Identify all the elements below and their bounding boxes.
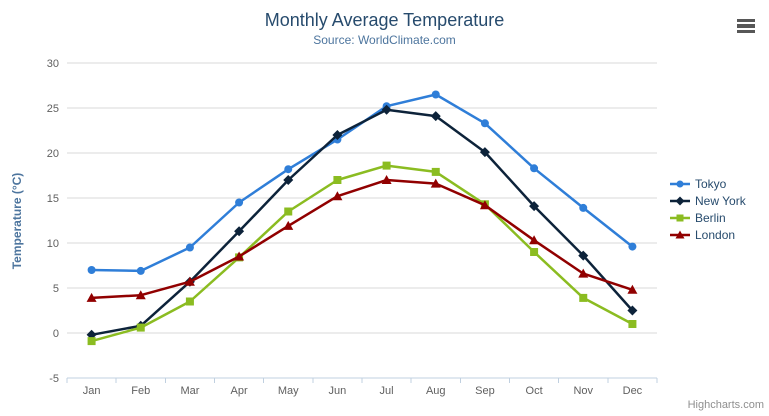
data-point-new-york[interactable] xyxy=(627,305,638,316)
legend-item-tokyo[interactable]: Tokyo xyxy=(670,178,746,190)
data-point-london[interactable] xyxy=(234,251,245,261)
data-point-berlin[interactable] xyxy=(579,293,588,302)
context-menu-button[interactable] xyxy=(734,16,758,36)
legend-marker-symbol[interactable] xyxy=(675,196,685,206)
data-point-london[interactable] xyxy=(430,178,441,188)
data-point-berlin[interactable] xyxy=(284,207,293,216)
legend-marker-symbol[interactable] xyxy=(676,214,684,222)
data-point-berlin[interactable] xyxy=(136,323,145,332)
data-point-london[interactable] xyxy=(332,191,343,201)
data-point-tokyo[interactable] xyxy=(284,165,293,174)
data-point-london[interactable] xyxy=(479,200,490,210)
legend-label: Tokyo xyxy=(695,177,727,191)
x-axis-tick-label: Aug xyxy=(426,385,446,397)
data-point-new-york[interactable] xyxy=(479,147,490,158)
y-axis-tick-label: 0 xyxy=(53,328,59,340)
data-point-tokyo[interactable] xyxy=(480,119,489,128)
legend-marker-square-icon xyxy=(670,214,690,222)
x-axis-tick-label: Dec xyxy=(623,385,643,397)
y-axis-tick-label: 30 xyxy=(47,58,59,70)
data-point-london[interactable] xyxy=(184,276,195,286)
series-line-berlin[interactable] xyxy=(90,164,634,343)
data-point-berlin[interactable] xyxy=(530,248,539,256)
hamburger-icon xyxy=(737,24,755,28)
hamburger-icon xyxy=(737,29,755,34)
y-axis-tick-label: 20 xyxy=(47,148,59,160)
data-point-new-york[interactable] xyxy=(430,111,441,122)
data-point-london[interactable] xyxy=(529,235,540,245)
series-line-london[interactable] xyxy=(90,178,634,300)
x-axis-tick-label: Jun xyxy=(329,385,347,397)
data-point-london[interactable] xyxy=(627,284,638,294)
data-point-berlin[interactable] xyxy=(431,167,440,176)
data-point-tokyo[interactable] xyxy=(185,243,194,252)
x-axis-tick-label: Feb xyxy=(131,385,150,397)
legend-marker-diamond-icon xyxy=(670,196,690,206)
data-point-new-york[interactable] xyxy=(529,201,540,212)
x-axis-tick-label: Oct xyxy=(526,385,543,397)
data-point-berlin[interactable] xyxy=(87,337,96,346)
data-point-tokyo[interactable] xyxy=(628,242,637,251)
data-point-london[interactable] xyxy=(283,220,294,230)
data-point-tokyo[interactable] xyxy=(136,266,145,275)
hamburger-icon xyxy=(737,18,755,23)
x-axis-tick-label: Mar xyxy=(180,385,199,397)
highcharts-credit-link[interactable]: Highcharts.com xyxy=(687,399,764,411)
y-axis-tick-label: 15 xyxy=(47,193,59,205)
data-point-new-york[interactable] xyxy=(578,250,589,261)
data-point-tokyo[interactable] xyxy=(87,266,96,274)
data-point-berlin[interactable] xyxy=(333,176,342,184)
series-line-tokyo[interactable] xyxy=(90,93,634,273)
data-point-new-york[interactable] xyxy=(381,104,392,115)
y-axis-tick-label: -5 xyxy=(49,373,59,385)
legend-item-new-york[interactable]: New York xyxy=(670,195,746,207)
data-point-tokyo[interactable] xyxy=(235,198,244,207)
chart-subtitle: Source: WorldClimate.com xyxy=(313,33,456,47)
data-point-london[interactable] xyxy=(135,290,146,300)
data-point-berlin[interactable] xyxy=(628,320,637,328)
legend-marker-symbol[interactable] xyxy=(675,230,685,239)
data-point-london[interactable] xyxy=(86,292,97,302)
legend-marker-circle-icon xyxy=(670,180,690,188)
data-point-berlin[interactable] xyxy=(382,161,391,170)
legend-label: Berlin xyxy=(695,211,726,225)
y-axis-title: Temperature (°C) xyxy=(10,172,24,270)
x-axis-tick-label: Apr xyxy=(231,385,248,397)
y-axis-tick-label: 25 xyxy=(47,103,59,115)
y-axis-tick-label: 10 xyxy=(47,238,59,250)
legend-label: London xyxy=(695,228,736,242)
data-point-tokyo[interactable] xyxy=(431,90,440,99)
data-point-london[interactable] xyxy=(578,268,589,278)
series-line-new-york[interactable] xyxy=(90,108,634,337)
data-point-london[interactable] xyxy=(381,175,392,184)
data-point-tokyo[interactable] xyxy=(530,164,539,173)
x-axis-tick-label: Jul xyxy=(380,385,394,397)
legend-marker-symbol[interactable] xyxy=(676,180,684,188)
x-axis-tick-label: Jan xyxy=(83,385,101,397)
data-point-tokyo[interactable] xyxy=(579,203,588,212)
data-point-new-york[interactable] xyxy=(332,130,343,140)
legend-item-berlin[interactable]: Berlin xyxy=(670,212,746,224)
data-point-new-york[interactable] xyxy=(283,175,294,185)
legend-label: New York xyxy=(695,194,746,208)
x-axis-tick-label: Nov xyxy=(573,385,593,397)
chart-title: Monthly Average Temperature xyxy=(264,10,505,30)
legend-item-london[interactable]: London xyxy=(670,229,746,241)
legend-marker-triangle-icon xyxy=(670,230,690,239)
legend: Tokyo New York Berlin London xyxy=(670,178,746,241)
data-point-berlin[interactable] xyxy=(185,297,194,306)
data-point-new-york[interactable] xyxy=(234,226,245,237)
y-axis-tick-label: 5 xyxy=(53,283,59,295)
x-axis-tick-label: May xyxy=(278,385,299,397)
x-axis-tick-label: Sep xyxy=(475,385,495,397)
